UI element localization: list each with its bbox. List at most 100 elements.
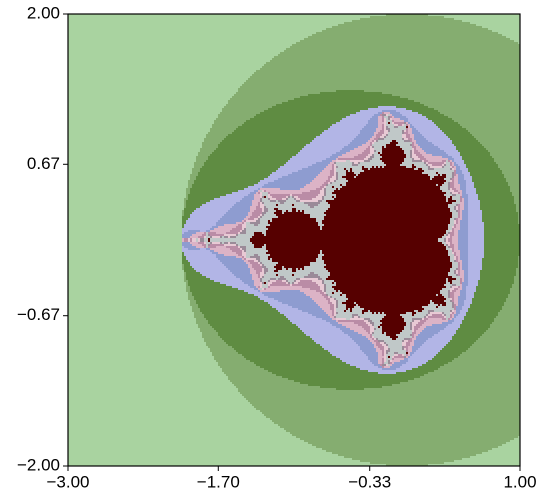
- fractal-band: [414, 334, 419, 337]
- fractal-band: [206, 318, 289, 321]
- fractal-band: [268, 280, 271, 283]
- fractal-band: [462, 192, 467, 195]
- fractal-band: [300, 200, 319, 203]
- fractal-band: [376, 350, 383, 353]
- fractal-band: [460, 354, 521, 357]
- fractal-band: [386, 354, 395, 357]
- fractal-band: [456, 204, 459, 207]
- fractal-band: [334, 186, 343, 189]
- fractal-band: [434, 356, 459, 359]
- fractal-band: [484, 246, 521, 249]
- fractal-band: [458, 274, 461, 277]
- fractal-band: [68, 308, 193, 311]
- fractal-band: [240, 278, 253, 281]
- fractal-band: [342, 154, 359, 157]
- fractal-band: [450, 286, 453, 289]
- fractal-band: [68, 230, 183, 233]
- fractal-band: [308, 442, 507, 445]
- fractal-band: [464, 304, 471, 307]
- fractal-band: [380, 130, 385, 133]
- fractal-band: [438, 294, 443, 297]
- fractal-band: [242, 226, 247, 229]
- fractal-band: [300, 96, 401, 99]
- fractal-band: [270, 192, 303, 195]
- fractal-band: [322, 220, 451, 223]
- fractal-band: [68, 30, 323, 33]
- fractal-band: [254, 190, 259, 193]
- fractal-band: [414, 310, 419, 313]
- fractal-band: [498, 314, 521, 317]
- fractal-band: [236, 256, 243, 259]
- fractal-band: [396, 334, 411, 337]
- fractal-band: [332, 166, 335, 169]
- fractal-band: [378, 354, 383, 357]
- fractal-band: [270, 194, 291, 197]
- fractal-band: [242, 228, 245, 231]
- fractal-band: [248, 194, 255, 197]
- fractal-band: [264, 414, 521, 417]
- fractal-band: [264, 208, 269, 211]
- fractal-band: [444, 178, 451, 181]
- fractal-band: [334, 316, 337, 319]
- fractal-band: [364, 318, 371, 321]
- fractal-band: [338, 176, 343, 179]
- fractal-band: [202, 332, 219, 335]
- fractal-band: [240, 248, 243, 251]
- fractal-band: [294, 282, 299, 285]
- fractal-band: [224, 264, 249, 267]
- fractal-band: [460, 226, 469, 229]
- fractal-band: [184, 204, 187, 207]
- fractal-band: [378, 138, 385, 141]
- fractal-band: [436, 124, 461, 127]
- fractal-band: [68, 94, 235, 97]
- fractal-band: [438, 146, 457, 149]
- fractal-band: [466, 286, 477, 289]
- fractal-band: [68, 322, 197, 325]
- fractal-band: [294, 196, 299, 199]
- fractal-band: [340, 150, 351, 153]
- fractal-band: [374, 336, 391, 339]
- fractal-band: [238, 90, 337, 93]
- fractal-band: [384, 312, 407, 315]
- fractal-band: [222, 110, 265, 113]
- fractal-band: [376, 140, 379, 143]
- fractal-band: [408, 126, 411, 129]
- fractal-band: [478, 338, 521, 341]
- fractal-band: [254, 280, 261, 283]
- fractal-band: [456, 308, 463, 311]
- fractal-band: [196, 246, 205, 249]
- fractal-band: [374, 166, 377, 169]
- fractal-band: [482, 266, 519, 269]
- fractal-band: [484, 238, 521, 241]
- fractal-band: [196, 160, 207, 163]
- fractal-band: [334, 304, 337, 307]
- fractal-band: [462, 212, 469, 215]
- fractal-band: [188, 240, 191, 243]
- fractal-band: [400, 112, 419, 115]
- fractal-band: [248, 264, 253, 267]
- fractal-band: [68, 440, 305, 443]
- fractal-band: [428, 372, 521, 375]
- fractal-band: [342, 184, 347, 187]
- fractal-band: [268, 270, 275, 273]
- fractal-band: [268, 284, 271, 287]
- fractal-band: [410, 334, 413, 337]
- fractal-band: [302, 330, 343, 333]
- fractal-band: [364, 312, 373, 315]
- fractal-band: [280, 202, 285, 205]
- fractal-band: [186, 190, 191, 193]
- fractal-band: [316, 342, 357, 345]
- fractal-band: [250, 240, 439, 243]
- fractal-band: [456, 224, 461, 227]
- fractal-band: [270, 60, 521, 63]
- fractal-band: [414, 378, 521, 381]
- fractal-band: [358, 174, 429, 177]
- fractal-band: [258, 192, 261, 195]
- fractal-band: [186, 194, 189, 197]
- fractal-band: [68, 272, 185, 275]
- fractal-band: [452, 174, 455, 177]
- fractal-band: [210, 350, 237, 353]
- fractal-band: [444, 114, 521, 117]
- fractal-band: [510, 292, 521, 295]
- fractal-band: [334, 298, 337, 301]
